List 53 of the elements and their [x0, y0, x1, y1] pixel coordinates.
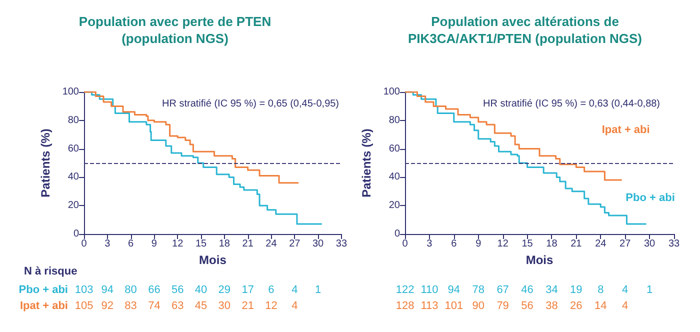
text: 105 92 83 74 63 45 30 21 12 4	[74, 300, 298, 312]
x-tick-label: 18	[546, 238, 558, 250]
x-tick-label: 27	[289, 238, 301, 250]
text: 103 94 80 66 56 40 29 17 6 4 1	[74, 284, 322, 296]
x-tick-label: 15	[195, 238, 208, 250]
text: Ipat + abi	[20, 300, 68, 312]
text: Pbo + abi	[18, 284, 68, 296]
text: 128 113 101 90 79 56 38 26 14 4	[396, 300, 628, 312]
annotation: HR stratifié (IC 95 %) = 0,63 (0,44-0,88)	[483, 98, 660, 110]
chart-title: Population avec altérations de PIK3CA/AKT1/PTEN (population NGS)	[408, 14, 642, 46]
x-tick-label: 18	[218, 238, 230, 250]
x-tick-label: 30	[644, 238, 656, 250]
x-tick-label: 24	[595, 238, 607, 250]
y-axis-title: Patients (%)	[359, 128, 374, 198]
y-tick-label: 60	[388, 143, 400, 154]
x-tick-label: 30	[312, 238, 324, 250]
x-axis-title: Mois	[526, 253, 554, 267]
x-tick-label: 3	[426, 238, 433, 250]
y-tick-label: 60	[68, 143, 80, 154]
x-tick-label: 33	[668, 238, 680, 250]
y-tick-label: 20	[388, 200, 400, 212]
y-tick-label: 0	[73, 228, 80, 240]
y-tick-label: 40	[68, 172, 80, 183]
x-tick-label: 0	[402, 238, 408, 250]
annotation: HR stratifié (IC 95 %) = 0,65 (0,45-0,95)	[162, 98, 340, 110]
text: N à risque	[24, 266, 78, 278]
y-tick-label: 80	[388, 114, 400, 126]
x-tick-label: 12	[172, 238, 184, 250]
x-tick-label: 27	[620, 238, 632, 250]
x-tick-label: 12	[497, 238, 509, 250]
x-tick-label: 24	[266, 238, 278, 250]
x-tick-label: 9	[151, 238, 158, 250]
text: Ipat + abi	[602, 124, 650, 136]
x-tick-label: 15	[522, 238, 534, 250]
series-label: Pbo + abi	[626, 192, 675, 204]
chart-title: Population avec perte de PTEN (population NGS)	[78, 14, 272, 46]
y-tick-label: 0	[394, 228, 400, 240]
text: 122 110 94 78 67 46 34 19 8 4 1	[396, 284, 653, 296]
y-tick-label: 20	[68, 200, 80, 212]
x-tick-label: 9	[476, 238, 482, 250]
x-tick-label: 21	[242, 238, 254, 250]
y-tick-label: 80	[68, 114, 80, 126]
x-tick-label: 21	[570, 238, 582, 250]
x-tick-label: 3	[104, 238, 111, 250]
x-tick-label: 0	[81, 238, 88, 250]
x-tick-label: 6	[128, 238, 134, 250]
y-tick-label: 100	[62, 86, 80, 98]
y-tick-label: 40	[388, 172, 400, 183]
y-tick-label: 100	[383, 86, 400, 98]
x-tick-label: 6	[451, 238, 458, 250]
x-axis-title: Mois	[199, 253, 227, 267]
y-axis-title: Patients (%)	[38, 128, 52, 198]
x-tick-label: 33	[336, 238, 348, 250]
